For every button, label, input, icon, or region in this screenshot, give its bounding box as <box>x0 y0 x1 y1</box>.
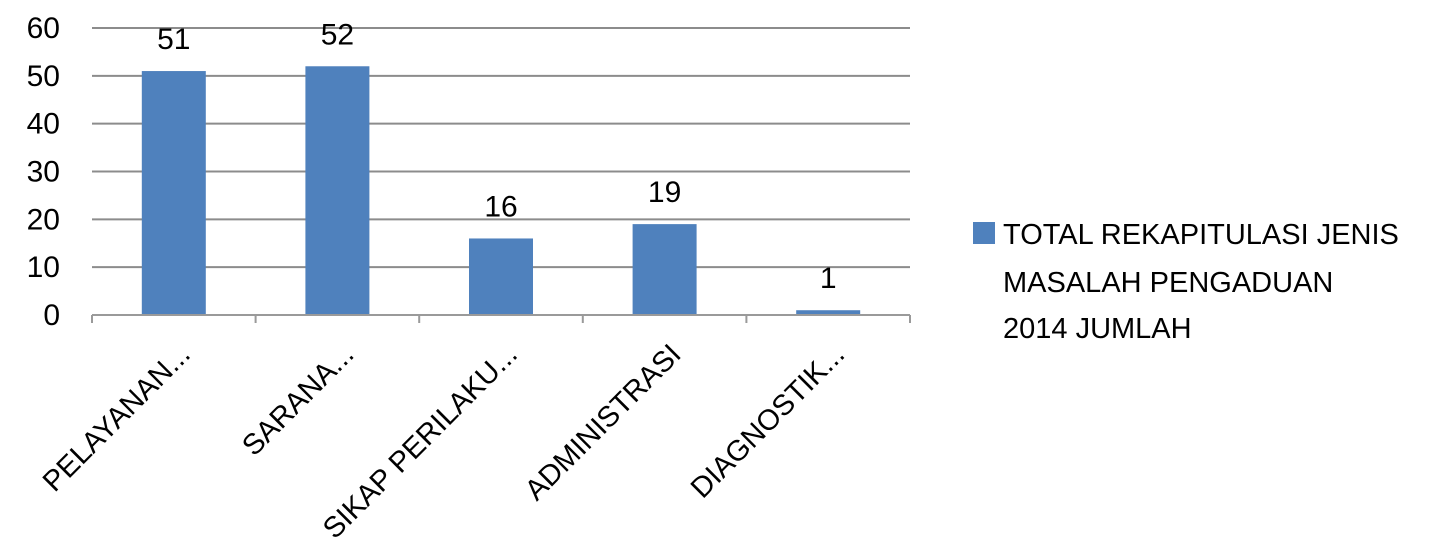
legend-line-2: MASALAH PENGADUAN <box>1003 267 1333 299</box>
data-label: 52 <box>321 18 354 51</box>
data-labels: 51 52 16 19 1 <box>157 18 836 295</box>
bar <box>141 71 206 315</box>
category-labels: PELAYANAN... SARANA...SIKAP PERILAKU...AD… <box>37 338 851 542</box>
category-label: SARANA... <box>236 338 360 462</box>
gridlines <box>92 27 910 269</box>
x-axis-tick-marks <box>91 315 911 323</box>
bars <box>141 66 861 316</box>
legend: TOTAL REKAPITULASI JENIS MASALAH PENGADU… <box>973 219 1399 345</box>
data-label: 16 <box>484 190 517 223</box>
legend-swatch <box>973 222 995 244</box>
y-tick-label: 40 <box>27 108 60 141</box>
y-tick-label: 30 <box>27 156 60 189</box>
y-tick-label: 10 <box>27 251 60 284</box>
y-tick-label: 20 <box>27 203 60 236</box>
y-tick-label: 0 <box>43 299 60 332</box>
data-label: 1 <box>820 262 837 295</box>
y-tick-label: 50 <box>27 60 60 93</box>
bar <box>469 238 533 315</box>
y-axis-ticks: 0 10 20 30 40 50 60 <box>27 12 60 332</box>
category-label: PELAYANAN... <box>37 338 197 498</box>
bar <box>796 310 861 315</box>
bar <box>632 224 697 315</box>
category-label: ADMINISTRASI <box>519 338 687 506</box>
data-label: 51 <box>157 23 190 56</box>
legend-line-1: TOTAL REKAPITULASI JENIS <box>1003 219 1399 251</box>
bar <box>305 66 370 316</box>
category-label: DIAGNOSTIK... <box>685 338 851 504</box>
data-label: 19 <box>648 176 681 209</box>
y-tick-label: 60 <box>27 12 60 45</box>
legend-line-3: 2014 JUMLAH <box>1003 313 1192 345</box>
